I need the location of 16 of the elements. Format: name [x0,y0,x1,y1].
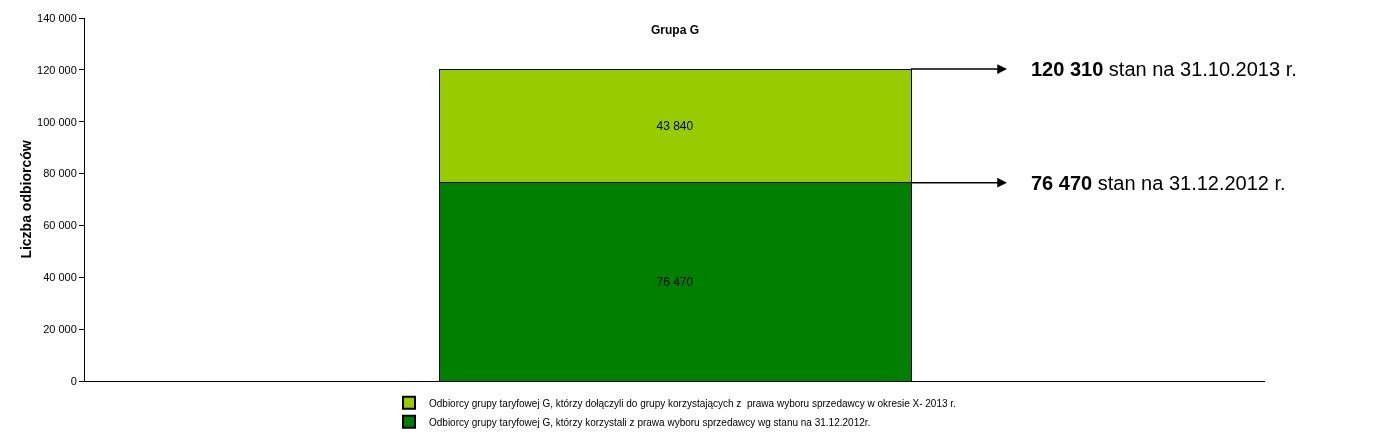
y-tick-label: 40 000 [43,271,77,284]
data-label: 76 470 [656,274,694,289]
y-tick-label: 60 000 [43,219,77,232]
legend-label: Odbiorcy grupy taryfowej G, którzy korzystali z prawa wyboru sprzedawcy wg stanu na 31.12.2012r. [429,416,871,428]
y-tick-label: 120 000 [37,63,77,76]
data-label: 43 840 [656,118,694,133]
y-tick-label: 100 000 [37,115,77,128]
annotation: 76 470 stan na 31.12.2012 r. [1031,172,1286,194]
y-tick-label: 80 000 [43,167,77,180]
text: Grupa G [650,23,700,38]
y-axis-title: Liczba odbiorców [17,140,34,259]
annotation: 120 310 stan na 31.10.2013 r. [1031,58,1297,80]
y-tick-label: 20 000 [43,322,77,335]
legend-label: Odbiorcy grupy taryfowej G, którzy dołączyli do grupy korzystających z prawa wyboru sprzedawcy w okresie X- 2013 r. [429,397,956,409]
y-tick-label: 0 [70,374,77,387]
y-tick-label: 140 000 [37,11,77,24]
